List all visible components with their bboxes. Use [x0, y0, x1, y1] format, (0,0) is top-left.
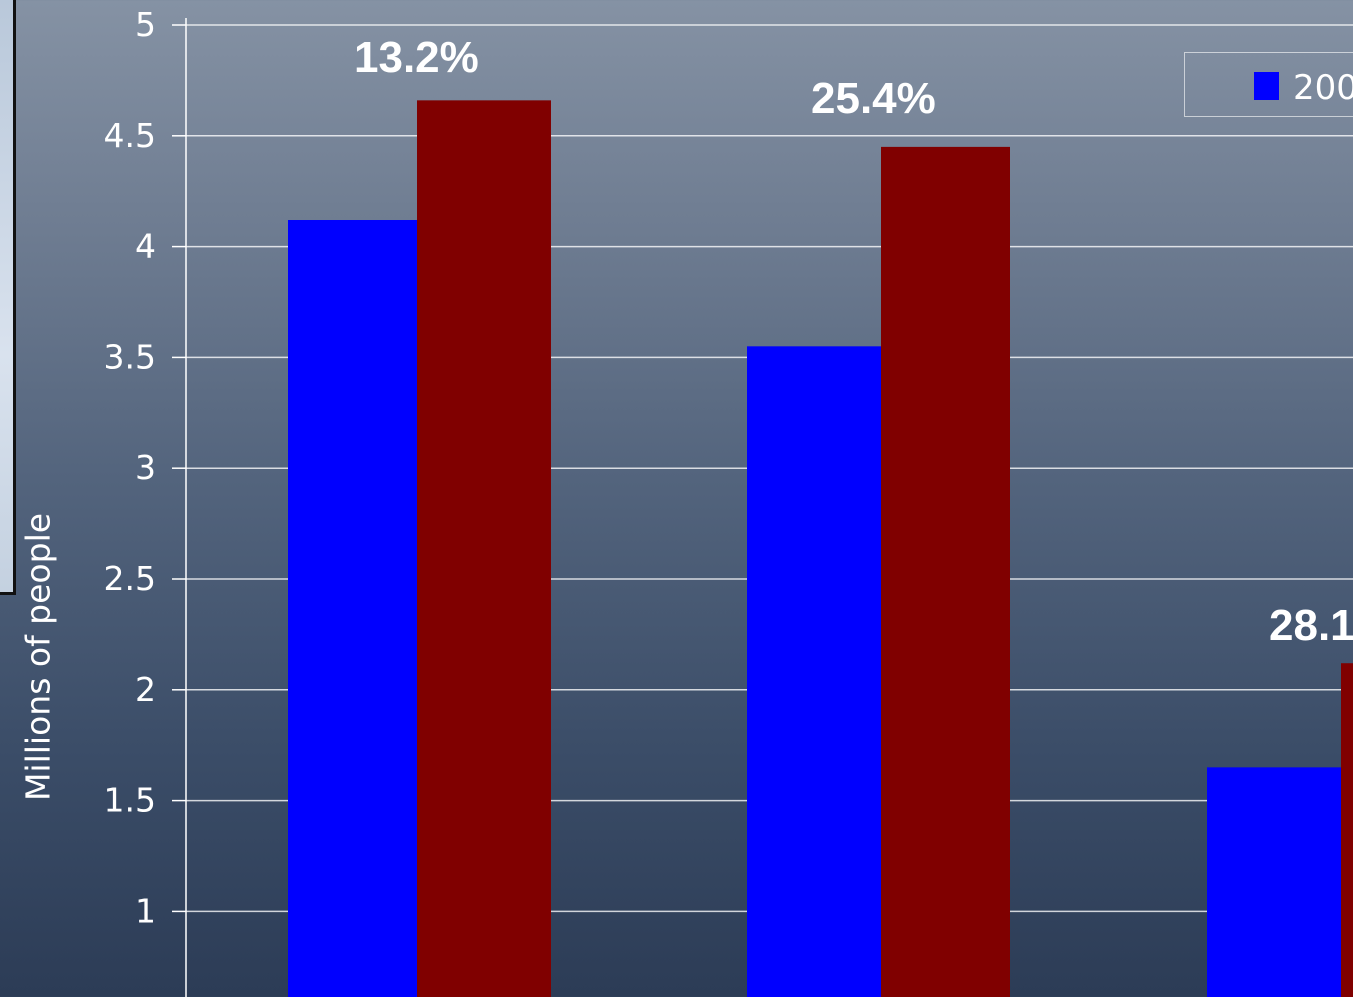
percent-change-label: 28.1: [1269, 601, 1353, 650]
y-tick-label: 4: [135, 227, 156, 266]
y-tick-label: 1: [135, 891, 156, 930]
y-tick-label: 2.5: [104, 559, 156, 598]
legend-label: 200: [1293, 68, 1353, 108]
bar-series-1: [747, 346, 881, 997]
y-axis-label: Millions of people: [18, 512, 58, 802]
y-tick-label: 4.5: [104, 116, 156, 155]
bar-series-1: [1207, 767, 1341, 997]
legend-swatch-blue: [1254, 72, 1279, 100]
percent-change-label: 25.4%: [811, 74, 936, 123]
bar-series-2: [417, 100, 551, 997]
y-tick-label: 2: [135, 670, 156, 709]
bar-series-2: [881, 146, 1010, 997]
bar-series-1: [288, 220, 417, 997]
y-tick-label: 1.5: [104, 781, 156, 820]
percent-change-label: 13.2%: [354, 33, 479, 82]
legend: [1184, 52, 1353, 117]
y-tick-label: 5: [135, 5, 156, 44]
y-axis: 1 1.5 2 2.5 3 3.5 4 4.5 5: [104, 5, 187, 997]
y-tick-label: 3.5: [104, 337, 156, 376]
bars: [288, 100, 1353, 997]
bar-series-2: [1341, 663, 1353, 997]
annotations: 13.2% 25.4% 28.1: [354, 33, 1353, 650]
y-tick-label: 3: [135, 448, 156, 487]
left-panel-edge: [0, 0, 16, 595]
